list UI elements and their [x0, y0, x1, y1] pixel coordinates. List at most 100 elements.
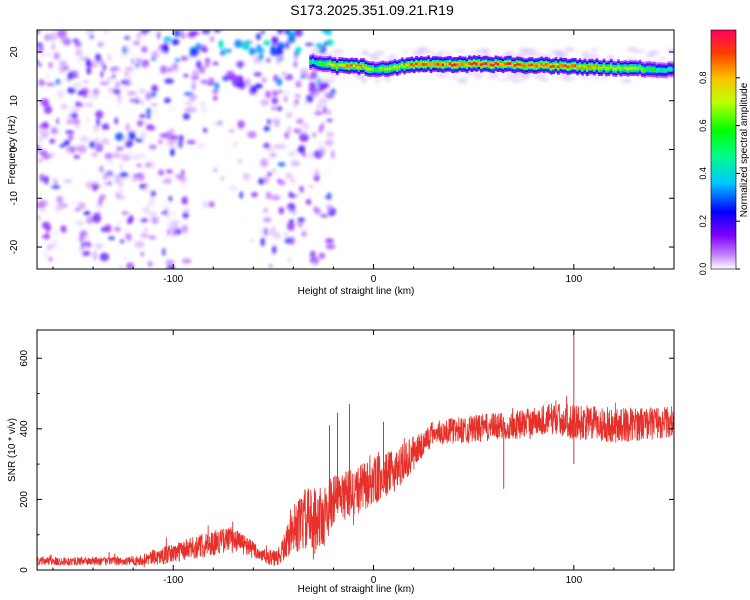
- noise-blob: [167, 224, 178, 232]
- noise-blob: [104, 152, 113, 160]
- ridge-cell: [557, 65, 560, 69]
- noise-blob: [91, 213, 102, 223]
- noise-blob: [96, 118, 100, 127]
- faint-blob: [388, 54, 398, 60]
- ridge-cell: [357, 66, 361, 69]
- ridge-cell: [429, 63, 433, 67]
- faint-blob: [402, 50, 410, 53]
- noise-blob: [315, 207, 321, 215]
- noise-blob: [309, 148, 313, 158]
- faint-blob: [473, 71, 481, 75]
- colorbar: 0.0 0.2 0.4 0.6 0.8 Normalized spectral ampl…: [698, 29, 750, 275]
- ridge-cell: [400, 63, 404, 67]
- noise-blob: [102, 132, 106, 139]
- noise-blob: [201, 106, 208, 114]
- noise-blob: [150, 51, 160, 58]
- noise-blob: [228, 124, 235, 130]
- noise-blob: [86, 216, 94, 225]
- noise-blob: [277, 178, 282, 184]
- ridge-cell: [347, 64, 351, 68]
- ridge-cell: [408, 63, 411, 67]
- ridge-cell: [434, 62, 438, 66]
- noise-blob: [117, 179, 124, 188]
- noise-blob: [299, 67, 309, 77]
- noise-blob: [51, 43, 55, 51]
- ridge-cell: [521, 63, 524, 67]
- noise-blob: [213, 121, 222, 127]
- noise-blob: [294, 54, 298, 62]
- noise-blob: [56, 201, 66, 210]
- noise-blob: [274, 118, 280, 128]
- noise-blob: [267, 171, 272, 177]
- faint-blob: [605, 55, 615, 60]
- x-tick-label: 100: [565, 274, 582, 285]
- ridge-cell: [412, 64, 416, 67]
- ridge-cell: [444, 63, 447, 66]
- ridge-cell: [516, 62, 519, 66]
- noise-blob: [43, 175, 49, 185]
- noise-blob: [37, 59, 40, 64]
- faint-blob: [451, 75, 459, 79]
- faint-blob: [341, 76, 348, 79]
- noise-blob: [105, 173, 114, 181]
- ridge-cell: [588, 65, 592, 69]
- noise-blob: [44, 34, 52, 41]
- ridge-cell: [460, 62, 464, 66]
- noise-blob: [148, 144, 157, 150]
- ridge-cell: [484, 62, 488, 65]
- noise-blob: [48, 61, 53, 69]
- faint-blob: [533, 52, 543, 56]
- ridge-cell: [621, 66, 625, 70]
- noise-blob: [293, 158, 301, 163]
- noise-blob: [94, 243, 104, 249]
- noise-blob: [75, 48, 83, 57]
- ridge-cell: [448, 62, 452, 66]
- noise-blob: [278, 206, 285, 215]
- faint-blob: [591, 47, 598, 52]
- noise-blob: [188, 93, 197, 102]
- noise-blob: [287, 208, 292, 214]
- noise-blob: [258, 120, 262, 126]
- noise-blob: [177, 139, 183, 149]
- ridge-cell: [624, 66, 628, 70]
- colorbar-tick-label: 0.6: [698, 119, 708, 132]
- faint-blob: [374, 50, 385, 56]
- noise-blob: [130, 57, 135, 65]
- ridge-cell: [545, 63, 548, 66]
- noise-blob: [253, 72, 262, 77]
- faint-blob: [541, 78, 550, 82]
- noise-blob: [88, 152, 93, 159]
- noise-blob: [125, 232, 132, 239]
- noise-blob: [266, 58, 271, 63]
- snr-marks: [37, 330, 674, 568]
- colorbar-label: Normalized spectral amplitude: [739, 82, 750, 217]
- noise-blob: [60, 103, 68, 110]
- ridge-cell: [463, 62, 467, 66]
- ridge-cell: [326, 62, 330, 66]
- ridge-cell: [319, 61, 322, 65]
- noise-blob: [272, 245, 277, 254]
- ridge-cell: [314, 61, 317, 64]
- noise-blob: [166, 169, 173, 174]
- noise-blob: [66, 149, 73, 157]
- noise-blob: [181, 169, 185, 176]
- noise-blob: [83, 211, 91, 216]
- noise-blob: [49, 138, 56, 144]
- ridge-cell: [441, 63, 445, 67]
- noise-blob: [133, 67, 141, 74]
- faint-blob: [526, 52, 536, 58]
- noise-blob: [325, 243, 336, 250]
- noise-blob: [241, 41, 250, 51]
- noise-blob: [117, 94, 121, 100]
- ridge-cell: [470, 62, 474, 66]
- noise-blob: [316, 88, 325, 92]
- faint-blob: [474, 50, 485, 54]
- ridge-cell: [309, 60, 313, 64]
- noise-blob: [43, 52, 52, 57]
- noise-blob: [187, 140, 196, 145]
- noise-blob: [124, 36, 131, 40]
- noise-blob: [73, 154, 81, 159]
- noise-blob: [299, 133, 309, 142]
- ridge-cell: [511, 63, 515, 67]
- noise-blob: [128, 167, 139, 173]
